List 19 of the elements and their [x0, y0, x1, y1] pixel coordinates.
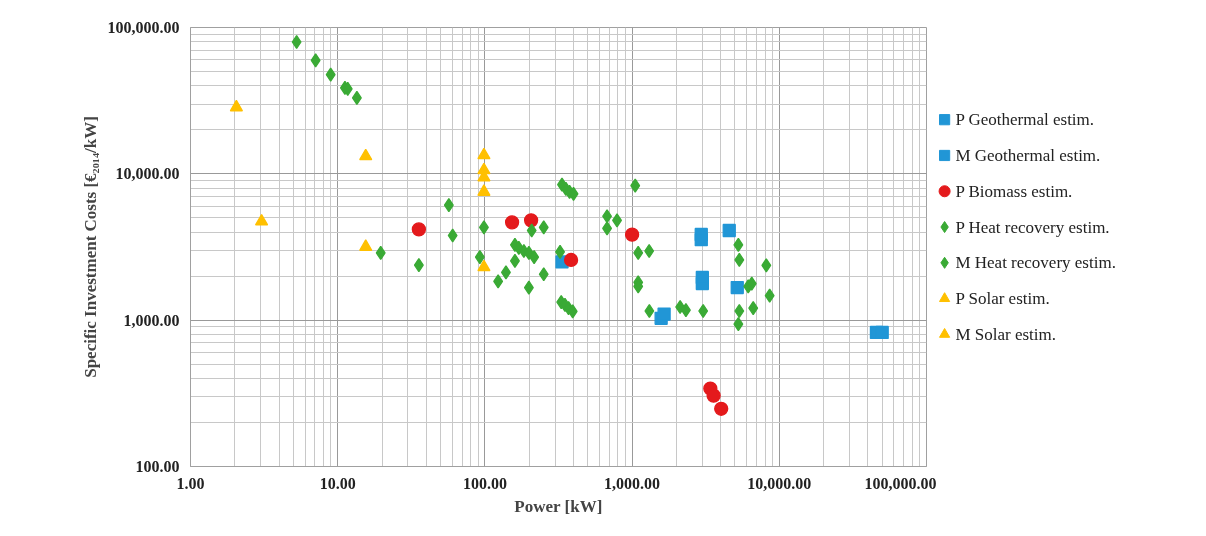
y-tick-label: 100.00: [135, 458, 180, 475]
y-tick-label: 10,000.00: [115, 165, 180, 183]
legend-label: P Heat recovery estim.: [955, 217, 1110, 237]
legend-label: P Geothermal estim.: [955, 110, 1095, 130]
legend-label: M Heat recovery estim.: [955, 253, 1116, 273]
y-axis-title: Specific Investment Costs [€₂₀₁₄/kW]: [80, 116, 100, 378]
legend-label: P Solar estim.: [955, 289, 1050, 309]
y-tick-label: 100,000.00: [107, 19, 180, 36]
x-tick-label: 1,000.00: [604, 474, 661, 492]
legend-label: P Biomass estim.: [955, 181, 1073, 201]
x-tick-label: 10,000.00: [747, 474, 812, 492]
x-axis-title: Power [kW]: [514, 496, 603, 516]
x-tick-label: 100.00: [462, 474, 507, 492]
legend-label: M Geothermal estim.: [955, 145, 1101, 165]
y-tick-label: 1,000.00: [123, 311, 180, 329]
x-tick-label: 1.00: [176, 474, 205, 492]
x-tick-label: 10.00: [319, 474, 356, 492]
legend-label: M Solar estim.: [955, 324, 1056, 344]
x-tick-label: 100,000.00: [864, 474, 937, 492]
